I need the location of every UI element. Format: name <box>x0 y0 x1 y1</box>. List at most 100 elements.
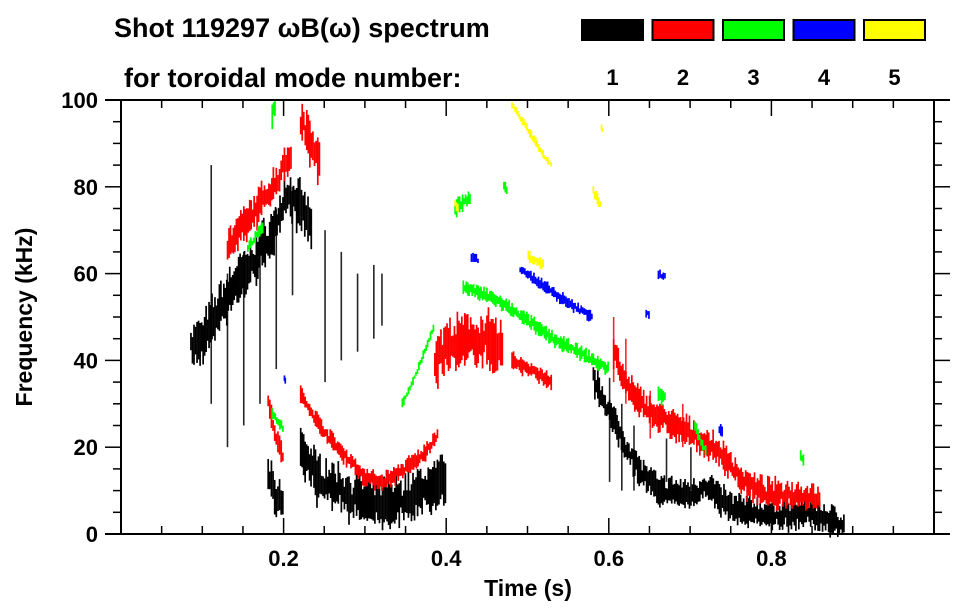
trace-mark <box>230 277 233 311</box>
trace-mark <box>839 517 842 530</box>
trace-mark <box>431 466 434 506</box>
trace-mark <box>248 240 251 250</box>
trace-mark <box>469 194 471 205</box>
trace-mark <box>280 160 283 181</box>
trace-mark <box>472 284 475 294</box>
trace-mark <box>212 307 215 337</box>
trace-mark <box>775 507 778 519</box>
trace-mark <box>319 417 321 434</box>
trace-mark <box>750 500 753 523</box>
trace-mark <box>815 493 818 509</box>
trace-mark <box>375 475 377 486</box>
trace-mark <box>199 323 201 366</box>
trace-mark <box>265 235 268 254</box>
trace-mark <box>265 189 267 205</box>
trace-mark <box>281 452 284 462</box>
trace-mark <box>799 505 802 522</box>
trace-mark <box>385 469 388 487</box>
trace-mark <box>443 327 445 377</box>
trace-mark <box>432 324 435 333</box>
trace-mark <box>272 419 274 431</box>
trace-mark <box>693 420 695 445</box>
trace-mark <box>539 280 541 289</box>
trace-mark <box>536 140 539 148</box>
trace-mark <box>765 491 768 504</box>
trace-mark <box>420 357 423 363</box>
trace-mark <box>533 316 536 331</box>
trace-mark <box>273 177 276 193</box>
trace-mark <box>800 498 803 525</box>
trace-mark <box>789 490 792 506</box>
trace-mark <box>838 520 841 534</box>
trace-mark <box>704 480 707 497</box>
trace-mark <box>307 403 309 411</box>
trace-mark <box>599 358 602 370</box>
trace-mark <box>271 178 273 201</box>
trace-mark <box>691 429 694 444</box>
trace-mark <box>812 504 815 525</box>
trace-mark <box>285 187 287 214</box>
trace-mark <box>713 484 716 509</box>
trace-mark <box>818 492 821 508</box>
trace-mark <box>531 255 534 265</box>
trace-mark <box>406 457 409 473</box>
trace-mark <box>235 218 238 245</box>
trace-mark <box>272 412 275 419</box>
trace-mark <box>633 385 636 412</box>
trace-mark <box>474 288 476 298</box>
trace-mark <box>520 310 522 321</box>
trace-mark <box>539 367 542 380</box>
trace-mark <box>304 125 307 146</box>
trace-mark <box>651 404 654 428</box>
trace-mark <box>318 142 321 176</box>
trace-mark <box>724 447 726 477</box>
trace-mark <box>435 435 437 443</box>
trace-mark <box>494 317 497 372</box>
trace-mark <box>417 449 419 467</box>
trace-mark <box>279 195 281 233</box>
trace-mark <box>833 506 836 531</box>
trace-mark <box>243 250 246 298</box>
trace-mark <box>757 509 760 522</box>
trace-mark <box>560 336 562 349</box>
trace-mark <box>338 472 341 495</box>
trace-mark <box>557 337 559 344</box>
trace-mark <box>307 446 309 470</box>
streak-mark <box>608 377 611 482</box>
trace-mark <box>536 321 539 332</box>
chart-title-line1: Shot 119297 ωB(ω) spectrum <box>114 13 490 43</box>
trace-mark <box>596 355 599 371</box>
trace-mark <box>284 377 287 384</box>
trace-mark <box>234 267 237 296</box>
trace-mark <box>335 443 338 451</box>
trace-mark <box>447 327 450 372</box>
trace-mark <box>288 185 290 205</box>
trace-mark <box>768 476 771 505</box>
trace-mark <box>518 113 521 120</box>
trace-mark <box>560 294 563 304</box>
trace-mark <box>530 363 533 376</box>
trace-mark <box>515 107 518 115</box>
trace-mark <box>669 414 672 439</box>
trace-mark <box>245 208 248 243</box>
trace-mark <box>299 427 302 466</box>
trace-mark <box>700 481 703 495</box>
trace-mark <box>242 206 245 241</box>
trace-mark <box>418 362 420 371</box>
trace-mark <box>503 181 505 190</box>
x-ticks: 0.2 0.4 0.6 0.8 <box>160 100 895 571</box>
trace-mark <box>600 124 603 130</box>
trace-mark <box>280 490 283 515</box>
trace-mark <box>481 319 484 369</box>
trace-mark <box>484 291 487 301</box>
trace-mark <box>500 298 503 312</box>
trace-mark <box>234 225 236 253</box>
trace-mark <box>577 348 580 356</box>
trace-mark <box>311 455 314 476</box>
trace-mark <box>423 348 426 354</box>
trace-mark <box>277 431 279 453</box>
trace-mark <box>835 512 838 529</box>
trace-mark <box>214 297 216 341</box>
trace-mark <box>527 363 530 377</box>
trace-mark <box>406 392 408 397</box>
